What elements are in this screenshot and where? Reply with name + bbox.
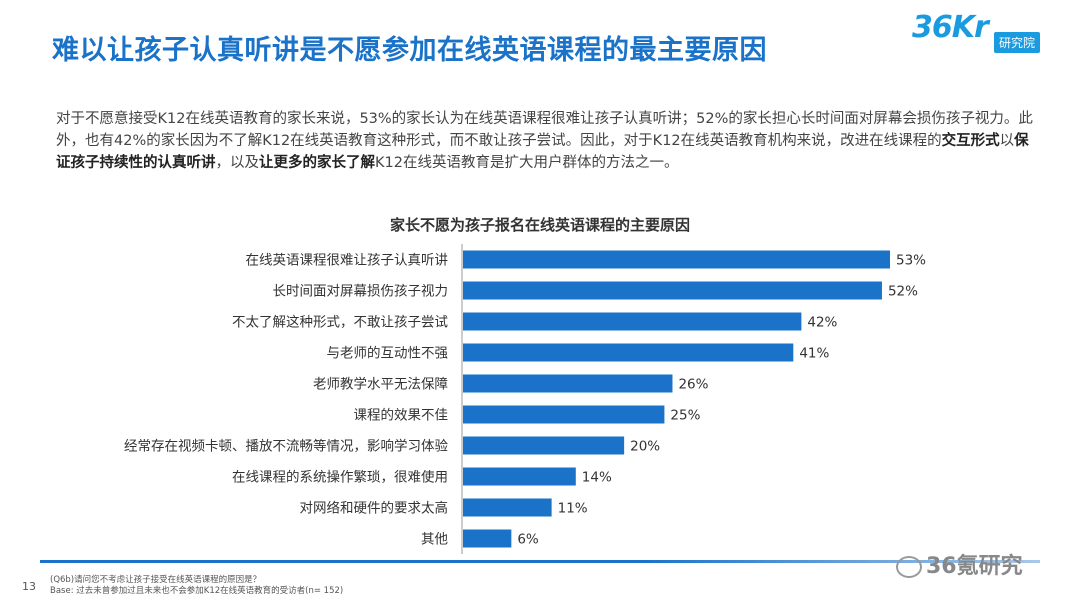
footnote: (Q6b)请问您不考虑让孩子接受在线英语课程的原因是？ Base: 过去未曾参加… [50, 575, 343, 597]
bar [463, 467, 576, 486]
intro-text-2: 以 [999, 133, 1015, 149]
bar [463, 343, 794, 362]
logo-tag: 研究院 [994, 32, 1041, 53]
bar [463, 312, 802, 331]
category-label: 不太了解这种形式，不敢让孩子尝试 [232, 314, 448, 331]
value-label: 53% [896, 253, 926, 269]
value-label: 11% [558, 501, 588, 517]
category-label: 经常存在视频卡顿、播放不流畅等情况，影响学习体验 [124, 438, 448, 455]
category-label: 长时间面对屏幕损伤孩子视力 [273, 284, 449, 300]
bar [463, 374, 673, 393]
category-label: 在线英语课程很难让孩子认真听讲 [246, 252, 449, 269]
intro-bold-2: 保证孩子持续性的认真听讲 [56, 133, 1029, 171]
logo-text: 36Kr [912, 10, 989, 45]
value-label: 42% [807, 315, 837, 331]
intro-bold-3: 让更多的家长了解 [259, 155, 375, 171]
intro-bold-1: 交互形式 [941, 133, 1000, 149]
category-label: 与老师的互动性不强 [327, 346, 449, 362]
intro-text-3: ，以及 [215, 155, 260, 171]
brand-logo: 36Kr 研究院 [912, 10, 1062, 60]
bar [463, 405, 665, 424]
footnote-base: Base: 过去未曾参加过且未来也不会参加K12在线英语教育的受访者(n= 15… [50, 586, 344, 596]
watermark: 36氪研究 [896, 548, 1023, 580]
watermark-text: 36氪研究 [926, 554, 1023, 579]
bar [463, 250, 890, 269]
value-label: 41% [799, 346, 829, 362]
bar [463, 529, 512, 548]
category-label: 其他 [421, 532, 448, 548]
category-label: 在线课程的系统操作繁琐，很难使用 [232, 469, 448, 486]
footer-divider [40, 560, 1040, 563]
page-title: 难以让孩子认真听讲是不愿参加在线英语课程的最主要原因 [52, 35, 767, 66]
footnote-question: (Q6b)请问您不考虑让孩子接受在线英语课程的原因是？ [50, 575, 262, 585]
category-label: 老师教学水平无法保障 [313, 377, 448, 393]
bar [463, 281, 882, 300]
wechat-icon [896, 556, 922, 578]
category-label: 对网络和硬件的要求太高 [300, 500, 449, 517]
value-label: 20% [630, 439, 660, 455]
bar-chart: 在线英语课程很难让孩子认真听讲 53% 长时间面对屏幕损伤孩子视力 52% 不太了解这种… [124, 244, 926, 554]
value-label: 52% [888, 284, 918, 300]
value-label: 25% [670, 408, 700, 424]
category-label: 课程的效果不佳 [354, 408, 449, 424]
value-label: 14% [582, 470, 612, 486]
intro-paragraph: 对于不愿意接受K12在线英语教育的家长来说，53%的家长认为在线英语课程很难让孩… [56, 108, 1036, 174]
bar [463, 498, 552, 517]
value-label: 26% [678, 377, 708, 393]
value-label: 6% [517, 532, 539, 548]
page-number: 13 [22, 580, 36, 593]
intro-text-1: 对于不愿意接受K12在线英语教育的家长来说，53%的家长认为在线英语课程很难让孩… [56, 111, 1033, 149]
intro-text-4: K12在线英语教育是扩大用户群体的方法之一。 [375, 155, 679, 171]
chart-title: 家长不愿为孩子报名在线英语课程的主要原因 [389, 216, 690, 234]
bar [463, 436, 625, 455]
